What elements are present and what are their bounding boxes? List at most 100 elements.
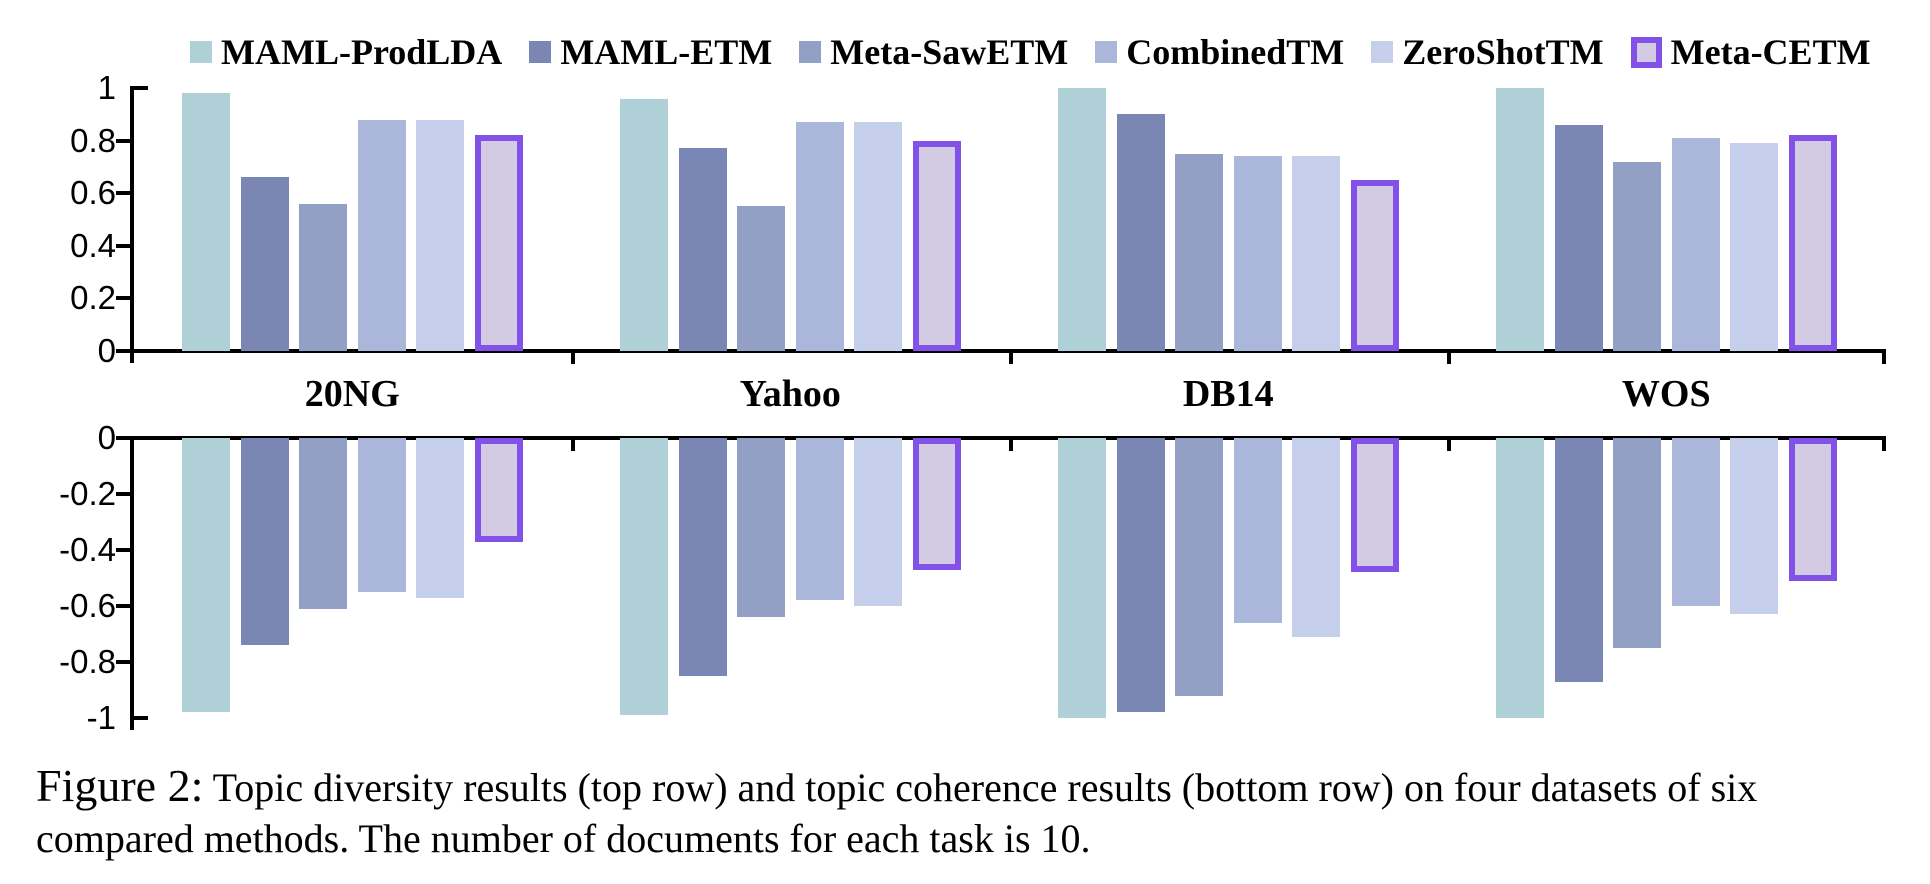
bar-meta-cetm-20ng: [475, 438, 523, 542]
diversity-y-tick: [116, 243, 132, 248]
diversity-y-tick-label: 0.4: [70, 226, 116, 264]
bar-combinedtm-20ng: [358, 438, 406, 592]
coherence-category-tick: [1009, 436, 1013, 451]
coherence-y-tick: [116, 436, 132, 440]
coherence-category-tick: [1882, 436, 1886, 451]
bar-meta-sawetm-yahoo: [737, 206, 785, 351]
bar-maml-etm-yahoo: [679, 438, 727, 676]
bar-combinedtm-yahoo: [796, 122, 844, 351]
bar-maml-etm-yahoo: [679, 148, 727, 351]
diversity-category-tick: [571, 349, 575, 364]
diversity-y-tick-label: 1: [97, 69, 116, 106]
dataset-label-20ng: 20NG: [304, 373, 400, 415]
legend-item-label: ZeroShotTM: [1402, 32, 1604, 72]
bar-zeroshottm-db14: [1292, 156, 1340, 351]
coherence-y-tick-label: 0: [97, 419, 116, 456]
diversity-y-tick: [132, 86, 148, 90]
bar-combinedtm-wos: [1672, 438, 1720, 606]
bar-maml-prodlda-db14: [1058, 88, 1106, 351]
diversity-y-tick: [116, 191, 132, 196]
legend-item-combinedtm: CombinedTM: [1095, 31, 1344, 73]
coherence-category-tick: [1447, 436, 1451, 451]
legend-swatch-icon: [1371, 41, 1394, 63]
coherence-category-tick: [571, 436, 575, 451]
bar-meta-cetm-wos: [1789, 438, 1837, 581]
bar-meta-sawetm-db14: [1175, 438, 1223, 696]
bar-meta-cetm-yahoo: [913, 141, 961, 351]
legend-item-label: MAML-ProdLDA: [221, 32, 503, 72]
legend-swatch-icon: [1095, 41, 1118, 63]
bar-maml-etm-db14: [1117, 438, 1165, 712]
bar-maml-etm-20ng: [241, 177, 289, 351]
chart-legend: MAML-ProdLDA MAML-ETM Meta-SawETM CombinedT…: [190, 31, 1871, 73]
diversity-y-tick-label: 0.8: [70, 121, 116, 159]
bar-zeroshottm-wos: [1730, 438, 1778, 614]
diversity-y-tick: [116, 349, 132, 353]
bar-meta-cetm-wos: [1789, 135, 1837, 351]
coherence-y-tick: [132, 716, 148, 720]
diversity-y-tick: [116, 138, 132, 143]
figure-caption: Figure 2: Topic diversity results (top r…: [36, 760, 1914, 864]
dataset-label-db14: DB14: [1182, 373, 1274, 415]
bar-zeroshottm-wos: [1730, 143, 1778, 351]
bar-combinedtm-db14: [1234, 156, 1282, 351]
bar-meta-cetm-db14: [1351, 180, 1399, 351]
legend-item-label: Meta-SawETM: [830, 32, 1069, 72]
bar-meta-sawetm-wos: [1613, 438, 1661, 648]
diversity-y-tick-label: 0: [97, 332, 116, 369]
coherence-y-tick: [116, 548, 132, 552]
bar-maml-etm-wos: [1555, 438, 1603, 682]
bar-maml-prodlda-20ng: [182, 438, 230, 712]
legend-swatch-icon: [799, 41, 822, 63]
coherence-y-tick-label: -0.8: [59, 643, 116, 680]
caption-body: Topic diversity results (top row) and to…: [36, 765, 1758, 861]
bar-maml-prodlda-db14: [1058, 438, 1106, 718]
legend-item-meta-sawetm: Meta-SawETM: [799, 31, 1068, 73]
bar-maml-prodlda-wos: [1496, 88, 1544, 351]
bar-meta-sawetm-yahoo: [737, 438, 785, 617]
bar-combinedtm-wos: [1672, 138, 1720, 351]
bar-zeroshottm-20ng: [416, 438, 464, 598]
coherence-y-tick-label: -1: [86, 699, 116, 736]
diversity-category-tick: [1447, 349, 1451, 364]
bar-meta-sawetm-20ng: [299, 204, 347, 351]
legend-item-label: CombinedTM: [1126, 32, 1345, 72]
bar-meta-sawetm-wos: [1613, 162, 1661, 351]
bar-meta-cetm-20ng: [475, 135, 523, 351]
coherence-y-tick-label: -0.6: [59, 587, 116, 624]
legend-swatch-icon: [190, 41, 212, 63]
legend-item-maml-etm: MAML-ETM: [529, 31, 772, 73]
bar-zeroshottm-db14: [1292, 438, 1340, 637]
bar-maml-prodlda-wos: [1496, 438, 1544, 718]
diversity-y-tick-label: 0.2: [70, 279, 116, 317]
caption-prefix: Figure 2:: [36, 760, 204, 811]
bar-combinedtm-yahoo: [796, 438, 844, 600]
bar-zeroshottm-yahoo: [854, 122, 902, 351]
legend-item-label: Meta-CETM: [1670, 32, 1871, 72]
bar-combinedtm-20ng: [358, 120, 406, 351]
bar-meta-cetm-db14: [1351, 438, 1399, 572]
diversity-category-tick: [1009, 349, 1013, 364]
bar-zeroshottm-20ng: [416, 120, 464, 351]
diversity-y-tick: [116, 296, 132, 301]
bar-maml-etm-wos: [1555, 125, 1603, 351]
bar-maml-etm-db14: [1117, 114, 1165, 351]
coherence-y-axis-line: [130, 436, 134, 730]
coherence-y-tick: [116, 492, 132, 496]
bar-meta-cetm-yahoo: [913, 438, 961, 570]
diversity-y-axis-line: [130, 86, 134, 363]
bar-combinedtm-db14: [1234, 438, 1282, 623]
diversity-y-tick-label: 0.6: [70, 174, 116, 212]
legend-swatch-icon: [1630, 36, 1662, 68]
bar-zeroshottm-yahoo: [854, 438, 902, 606]
bar-maml-prodlda-yahoo: [620, 438, 668, 715]
coherence-y-tick-label: -0.2: [59, 475, 116, 512]
bar-maml-prodlda-20ng: [182, 93, 230, 351]
diversity-category-tick: [1882, 349, 1886, 364]
dataset-label-yahoo: Yahoo: [739, 373, 841, 415]
bar-meta-sawetm-20ng: [299, 438, 347, 609]
legend-item-meta-cetm: Meta-CETM: [1630, 31, 1871, 73]
bar-maml-prodlda-yahoo: [620, 99, 668, 351]
coherence-y-tick-label: -0.4: [59, 531, 116, 568]
